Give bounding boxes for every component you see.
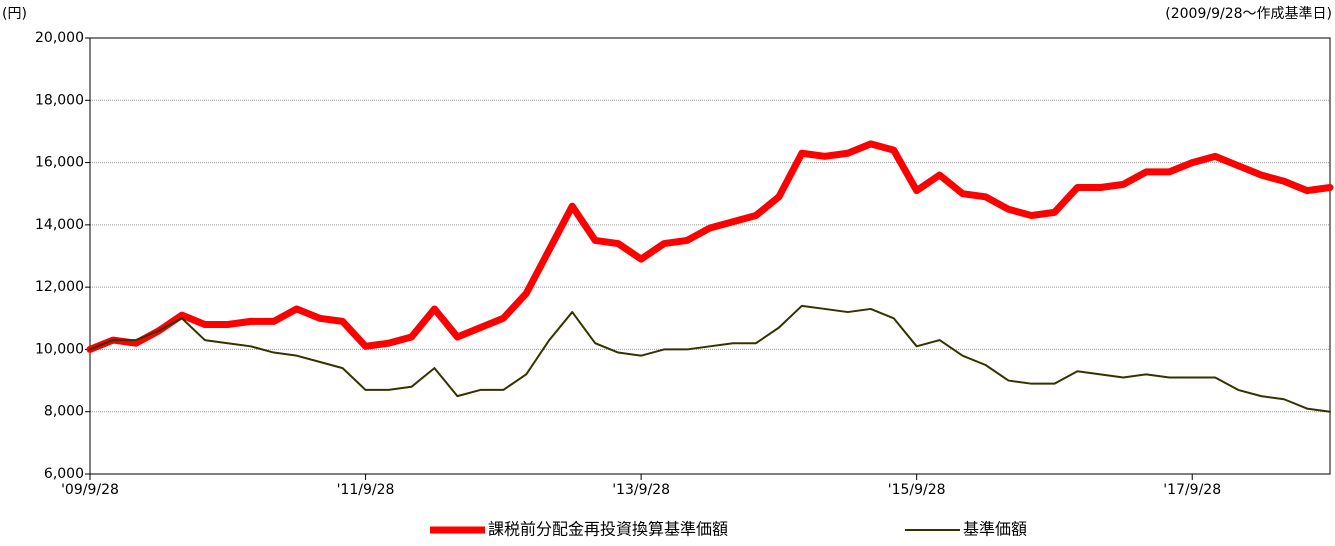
- y-tick-label: 12,000: [35, 279, 84, 295]
- y-tick-label: 16,000: [35, 155, 84, 171]
- x-tick-label: '15/9/28: [888, 482, 946, 498]
- x-tick-label: '09/9/28: [61, 482, 119, 498]
- y-tick-label: 18,000: [35, 92, 84, 108]
- x-tick-label: '17/9/28: [1163, 482, 1221, 498]
- y-tick-label: 14,000: [35, 217, 84, 233]
- series-line: [86, 140, 1334, 353]
- y-tick-label: 20,000: [35, 30, 84, 46]
- y-tick-label: 10,000: [35, 341, 84, 357]
- period-note: (2009/9/28～作成基準日): [1165, 5, 1332, 22]
- y-tick-label: 6,000: [44, 466, 84, 482]
- plot-frame: [89, 37, 1331, 475]
- y-unit: (円): [2, 6, 27, 22]
- series-line: [89, 304, 1331, 413]
- legend-label: 基準価額: [963, 520, 1027, 539]
- legend-label: 課税前分配金再投資換算基準価額: [488, 520, 728, 539]
- x-tick-label: '11/9/28: [337, 482, 395, 498]
- x-tick-label: '13/9/28: [612, 482, 670, 498]
- y-tick-label: 8,000: [44, 404, 84, 420]
